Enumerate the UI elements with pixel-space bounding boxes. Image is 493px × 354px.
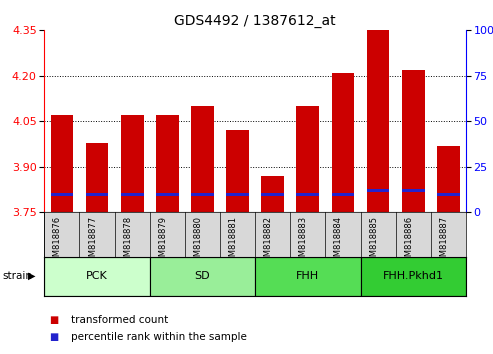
Text: GSM818880: GSM818880 bbox=[193, 216, 203, 267]
Bar bbox=[191, 106, 214, 212]
Bar bbox=[226, 193, 249, 196]
Text: percentile rank within the sample: percentile rank within the sample bbox=[71, 332, 247, 342]
Text: strain: strain bbox=[2, 271, 33, 281]
Bar bbox=[121, 115, 143, 212]
Text: GSM818883: GSM818883 bbox=[299, 216, 308, 267]
Bar bbox=[121, 193, 143, 196]
Bar bbox=[331, 193, 354, 196]
Bar bbox=[86, 193, 108, 196]
Bar bbox=[296, 193, 319, 196]
Text: GSM818882: GSM818882 bbox=[264, 216, 273, 267]
Text: SD: SD bbox=[195, 271, 210, 281]
Text: GSM818885: GSM818885 bbox=[369, 216, 378, 267]
Text: FHH.Pkhd1: FHH.Pkhd1 bbox=[383, 271, 444, 281]
Bar bbox=[367, 30, 389, 212]
Text: PCK: PCK bbox=[86, 271, 108, 281]
Text: FHH: FHH bbox=[296, 271, 319, 281]
Bar bbox=[296, 106, 319, 212]
Bar bbox=[50, 115, 73, 212]
Bar bbox=[402, 70, 424, 212]
Bar bbox=[255, 257, 360, 296]
Bar bbox=[150, 257, 255, 296]
Bar bbox=[437, 193, 460, 196]
Bar bbox=[360, 257, 466, 296]
Bar bbox=[261, 193, 284, 196]
Text: ■: ■ bbox=[49, 332, 59, 342]
Text: ■: ■ bbox=[49, 315, 59, 325]
Bar bbox=[44, 257, 150, 296]
Bar bbox=[156, 193, 179, 196]
Text: GSM818876: GSM818876 bbox=[53, 216, 62, 267]
Text: GSM818886: GSM818886 bbox=[404, 216, 413, 267]
Text: GSM818879: GSM818879 bbox=[158, 216, 167, 267]
Bar bbox=[86, 143, 108, 212]
Bar bbox=[402, 189, 424, 192]
Text: GSM818878: GSM818878 bbox=[123, 216, 132, 267]
Text: transformed count: transformed count bbox=[71, 315, 169, 325]
Bar bbox=[226, 130, 249, 212]
Bar bbox=[367, 189, 389, 192]
Bar bbox=[437, 145, 460, 212]
Bar bbox=[331, 73, 354, 212]
Bar bbox=[156, 115, 179, 212]
Text: GSM818887: GSM818887 bbox=[439, 216, 448, 267]
Bar bbox=[50, 193, 73, 196]
Text: GSM818877: GSM818877 bbox=[88, 216, 97, 267]
Title: GDS4492 / 1387612_at: GDS4492 / 1387612_at bbox=[175, 14, 336, 28]
Text: GSM818884: GSM818884 bbox=[334, 216, 343, 267]
Text: ▶: ▶ bbox=[28, 271, 35, 281]
Text: GSM818881: GSM818881 bbox=[229, 216, 238, 267]
Bar bbox=[191, 193, 214, 196]
Bar bbox=[261, 176, 284, 212]
